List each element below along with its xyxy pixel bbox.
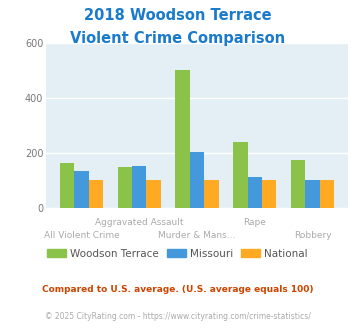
- Bar: [60, 162, 74, 208]
- Bar: [74, 171, 89, 208]
- Bar: [233, 143, 247, 208]
- Text: Compared to U.S. average. (U.S. average equals 100): Compared to U.S. average. (U.S. average …: [42, 285, 313, 294]
- Bar: [132, 166, 147, 208]
- Text: © 2025 CityRating.com - https://www.cityrating.com/crime-statistics/: © 2025 CityRating.com - https://www.city…: [45, 312, 310, 321]
- Bar: [305, 180, 320, 208]
- Bar: [262, 181, 277, 208]
- Bar: [204, 181, 219, 208]
- Text: Violent Crime Comparison: Violent Crime Comparison: [70, 31, 285, 46]
- Bar: [118, 167, 132, 208]
- Text: Rape: Rape: [243, 218, 266, 227]
- Text: All Violent Crime: All Violent Crime: [44, 231, 119, 240]
- Bar: [147, 181, 161, 208]
- Text: Robbery: Robbery: [294, 231, 331, 240]
- Bar: [247, 177, 262, 208]
- Bar: [190, 152, 204, 208]
- Bar: [175, 70, 190, 208]
- Text: 2018 Woodson Terrace: 2018 Woodson Terrace: [84, 8, 271, 23]
- Bar: [320, 181, 334, 208]
- Text: Aggravated Assault: Aggravated Assault: [95, 218, 184, 227]
- Bar: [291, 160, 305, 208]
- Bar: [89, 181, 103, 208]
- Legend: Woodson Terrace, Missouri, National: Woodson Terrace, Missouri, National: [43, 245, 312, 263]
- Text: Murder & Mans...: Murder & Mans...: [158, 231, 236, 240]
